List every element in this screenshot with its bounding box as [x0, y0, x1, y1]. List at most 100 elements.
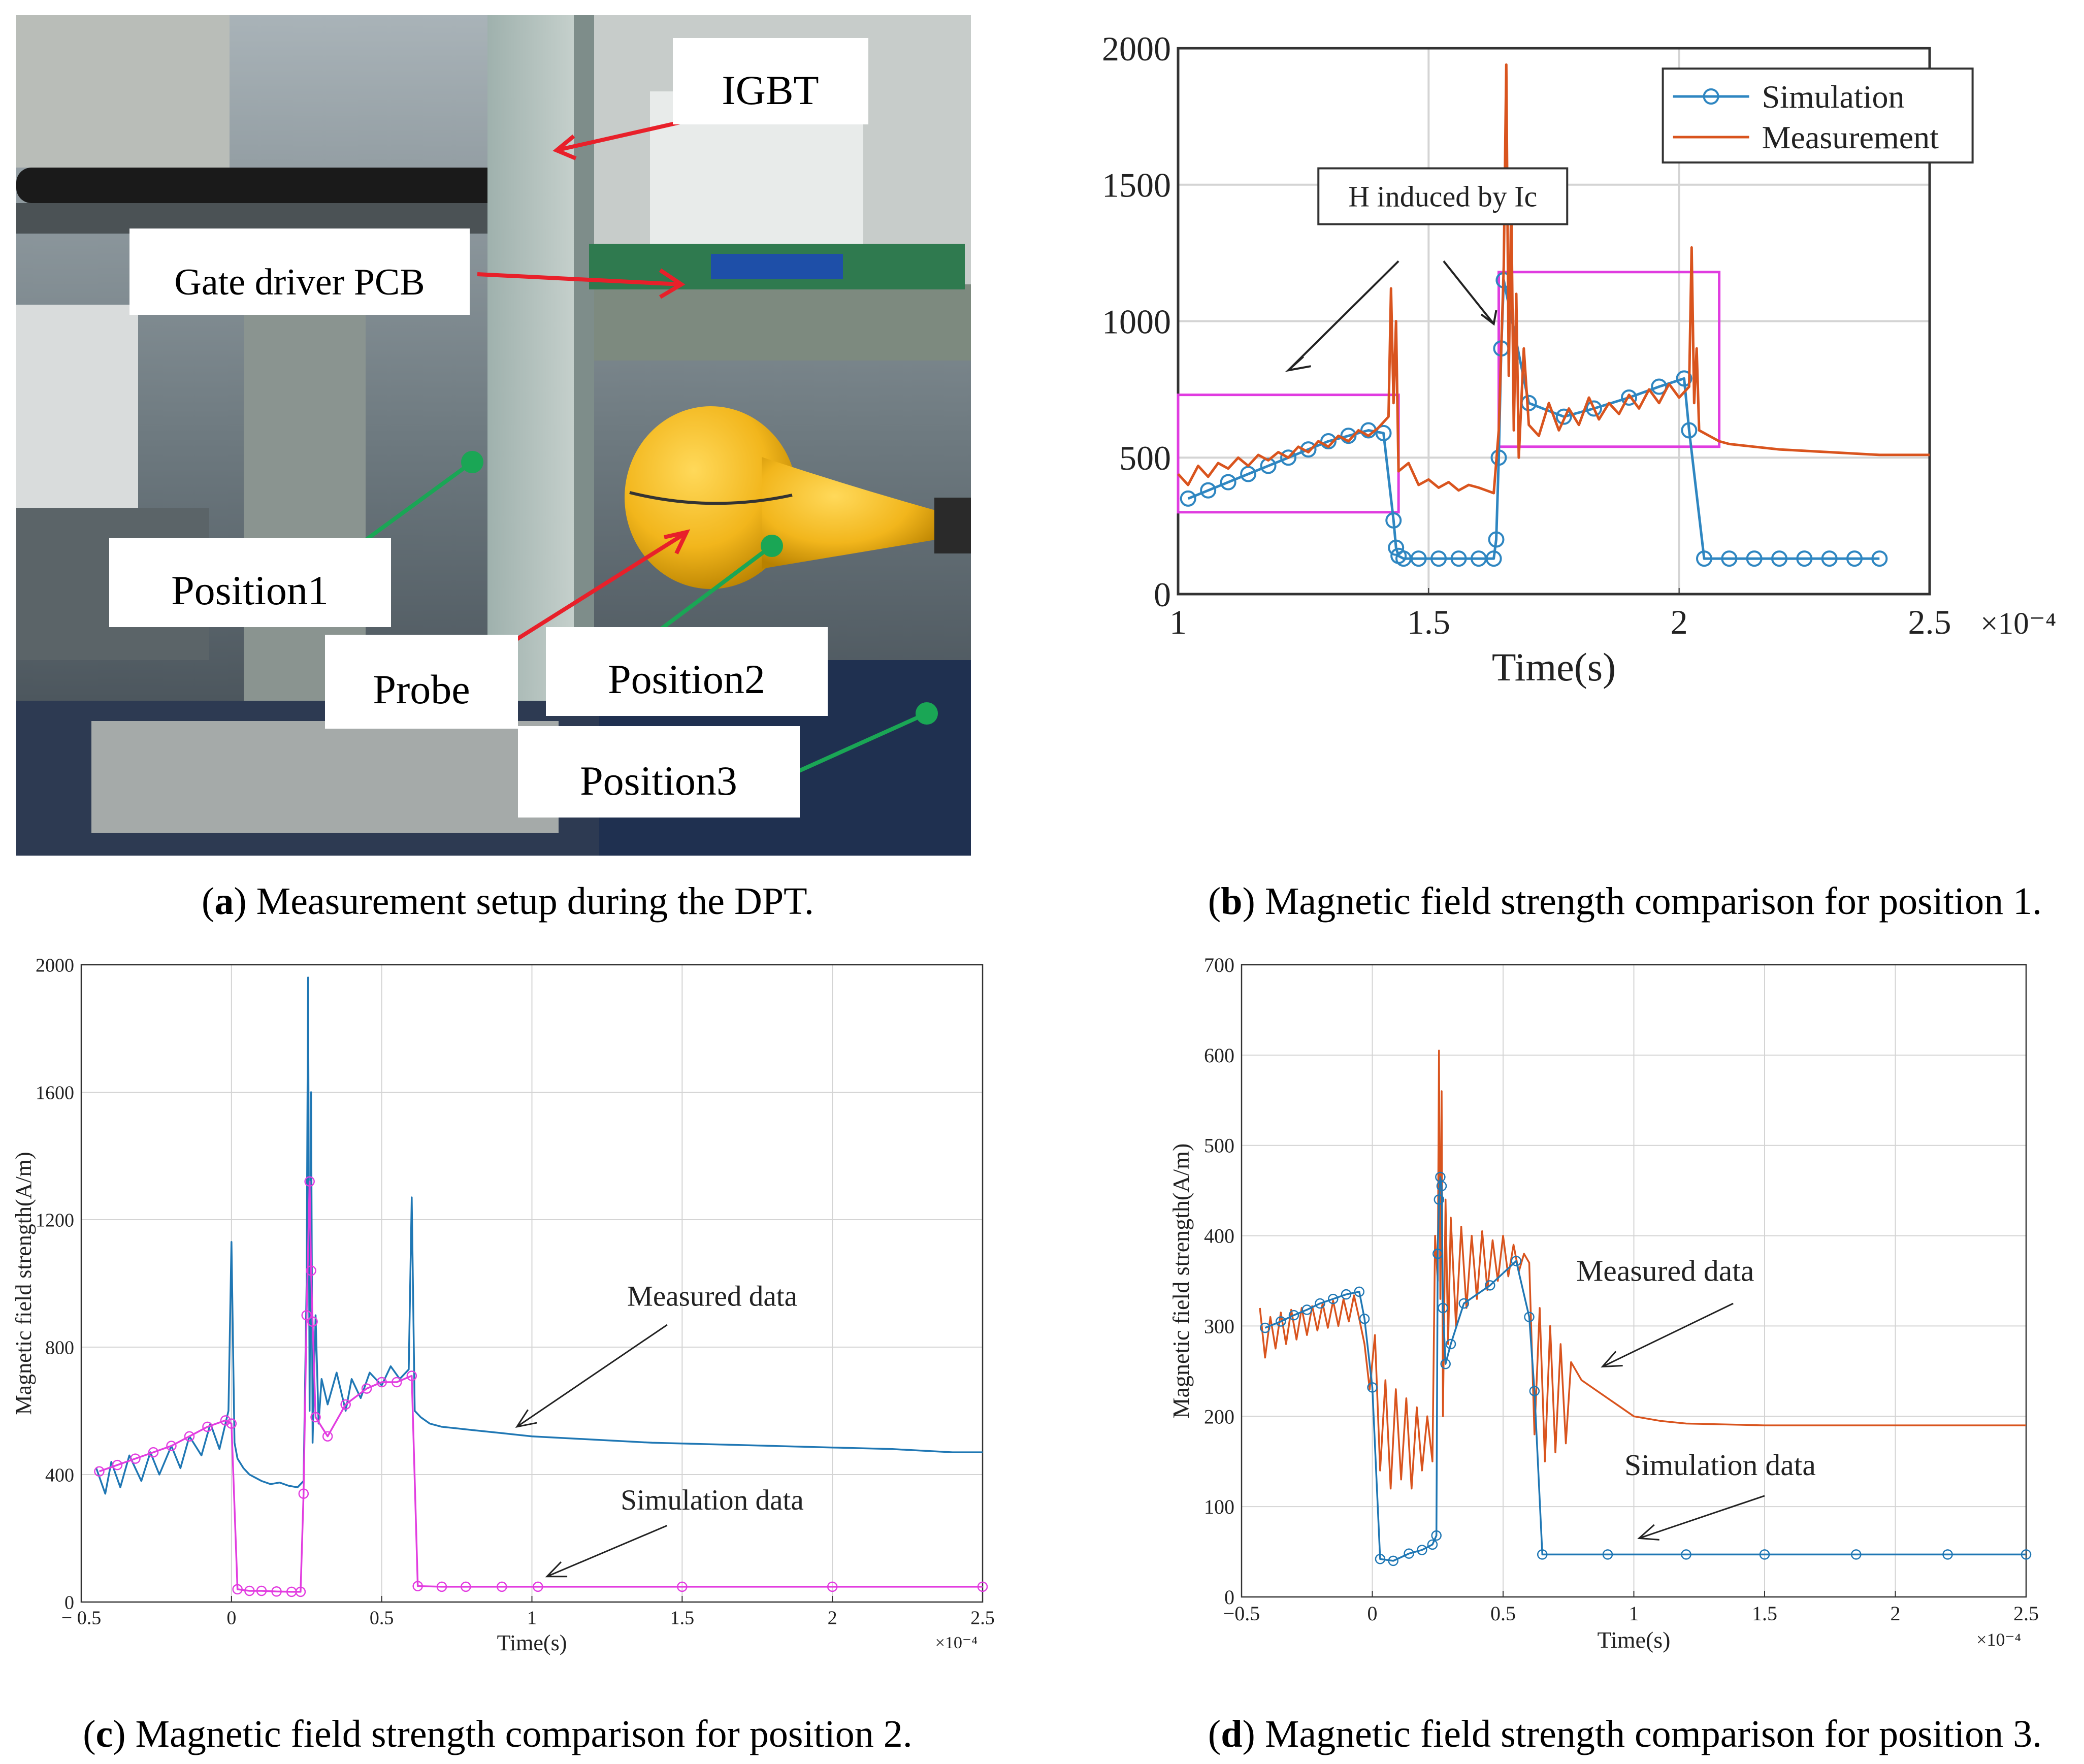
x-tick-label-1: 0 — [226, 1608, 236, 1629]
series-line-0 — [95, 976, 983, 1495]
x-tick-label-2: 0.5 — [1490, 1602, 1516, 1625]
legend-entry-1: Measurement — [1762, 119, 1939, 155]
x-axis-label: Time(s) — [497, 1630, 567, 1655]
annotation-arrowhead-1 — [1637, 1524, 1659, 1541]
series-1-point-28 — [1537, 1549, 1548, 1560]
x-tick-label-0: − 0.5 — [61, 1608, 101, 1629]
x-multiplier: ×10⁻⁴ — [1980, 606, 2056, 641]
series-0-point-31 — [1696, 550, 1712, 567]
highlight-box-0 — [1177, 394, 1400, 514]
series-1-point-30 — [497, 1581, 507, 1592]
x-tick-label-3: 1 — [1629, 1602, 1639, 1625]
series-0-point-15 — [1410, 550, 1427, 567]
label-probe: Probe — [373, 666, 470, 712]
series-1-point-23 — [1458, 1298, 1469, 1309]
annotation-arrowhead-0 — [1601, 1351, 1623, 1368]
series-1-point-26 — [406, 1370, 417, 1381]
highlight-box-1 — [1497, 271, 1721, 448]
x-multiplier: ×10⁻⁴ — [935, 1634, 978, 1652]
series-1-point-15 — [298, 1488, 309, 1499]
annotation-arrow-0 — [516, 1324, 668, 1428]
series-1-point-25 — [392, 1377, 402, 1388]
y-axis-label: Magnetic field strength(A/m) — [1168, 1144, 1194, 1419]
caption-a: (a) Measurement setup during the DPT. — [202, 880, 814, 923]
plot-frame — [1177, 47, 1931, 596]
series-1-point-24 — [376, 1377, 387, 1388]
annotation-arrow-1 — [1443, 260, 1495, 325]
x-tick-label-3: 1 — [527, 1608, 537, 1629]
series-1-point-12 — [1404, 1548, 1414, 1559]
annotation-text: H induced by Ic — [1348, 180, 1537, 213]
series-0-point-0 — [1180, 490, 1196, 507]
series-1-point-31 — [533, 1581, 543, 1592]
x-tick-label-4: 1.5 — [1752, 1602, 1777, 1625]
series-1-point-10 — [1375, 1554, 1386, 1564]
series-0-point-29 — [1676, 370, 1692, 387]
series-0-point-5 — [1280, 449, 1297, 466]
series-1-point-2 — [1288, 1310, 1299, 1321]
y-tick-label-1: 400 — [45, 1464, 74, 1486]
series-0-point-8 — [1340, 428, 1357, 444]
series-0-point-16 — [1430, 550, 1447, 567]
x-axis-label: Time(s) — [1492, 645, 1616, 689]
annotation-label-0: Measured data — [627, 1280, 797, 1312]
y-tick-label-0: 0 — [64, 1592, 74, 1613]
series-1-point-12 — [271, 1586, 282, 1597]
series-1-point-30 — [1681, 1549, 1691, 1560]
x-axis-label: Time(s) — [1598, 1627, 1671, 1653]
series-1-point-28 — [436, 1581, 447, 1592]
series-0-point-20 — [1488, 531, 1505, 548]
series-1-point-4 — [166, 1441, 177, 1451]
chart-position1: 1 1.5 2 2.5 0 500 1000 1500 2000 ×10⁻⁴ Time(s) Simu… — [1102, 29, 2056, 689]
series-1-point-0 — [1260, 1322, 1271, 1333]
x-tick-label-2: 0.5 — [370, 1608, 394, 1629]
series-1-point-22 — [1445, 1338, 1456, 1350]
x-tick-label-1: 0 — [1367, 1602, 1378, 1625]
y-tick-label-2: 800 — [45, 1337, 74, 1358]
series-1-point-8 — [226, 1418, 237, 1429]
series-line-1 — [1264, 1176, 2026, 1562]
x-tick-label-6: 2.5 — [2013, 1602, 2039, 1625]
series-1-point-21 — [1440, 1358, 1451, 1369]
y-tick-label-4: 400 — [1204, 1225, 1234, 1248]
x-tick-label-3: 2.5 — [1908, 603, 1951, 641]
y-axis-label: Magnetic field strength(A/m) — [11, 1152, 36, 1415]
position3-dot — [916, 702, 938, 725]
series-1-point-16 — [1432, 1248, 1443, 1259]
series-0-point-2 — [1220, 474, 1236, 491]
series-1-point-7 — [1354, 1286, 1364, 1297]
series-1-point-3 — [1301, 1304, 1312, 1315]
series-1-point-21 — [322, 1431, 333, 1442]
series-1-point-25 — [1511, 1256, 1521, 1266]
setup-photo: IGBT Gate driver PCB Position1 Probe Pos… — [16, 15, 971, 856]
series-1-point-14 — [295, 1586, 306, 1597]
series-1-point-10 — [244, 1585, 255, 1596]
x-tick-label-0: 1 — [1169, 603, 1187, 641]
series-line-1 — [1177, 63, 1930, 495]
series-1-point-26 — [1524, 1312, 1535, 1322]
series-1-point-11 — [1388, 1555, 1398, 1566]
y-tick-label-3: 1500 — [1102, 166, 1171, 205]
x-tick-label-5: 2 — [1891, 1602, 1901, 1625]
series-1-point-33 — [827, 1581, 838, 1592]
series-1-point-8 — [1359, 1313, 1370, 1324]
series-0-point-17 — [1450, 550, 1467, 567]
annotation-arrowhead-0 — [1285, 355, 1311, 372]
series-1-point-32 — [1851, 1549, 1862, 1560]
series-0-point-33 — [1746, 550, 1763, 567]
series-0-point-35 — [1796, 550, 1813, 567]
series-1-point-24 — [1485, 1280, 1495, 1291]
series-1-point-13 — [1417, 1545, 1427, 1555]
series-1-point-5 — [184, 1431, 195, 1442]
caption-d: (d) Magnetic field strength comparison f… — [1208, 1713, 2042, 1755]
series-1-point-27 — [1529, 1386, 1540, 1396]
series-1-point-32 — [677, 1581, 688, 1592]
annotation-arrow-0 — [1287, 260, 1399, 371]
series-line-1 — [99, 1180, 983, 1593]
series-0-point-38 — [1871, 550, 1888, 567]
label-gate-driver: Gate driver PCB — [174, 262, 425, 303]
legend-entry-0: Simulation — [1762, 79, 1905, 115]
y-tick-label-1: 100 — [1204, 1495, 1234, 1518]
position1-dot — [461, 451, 483, 473]
